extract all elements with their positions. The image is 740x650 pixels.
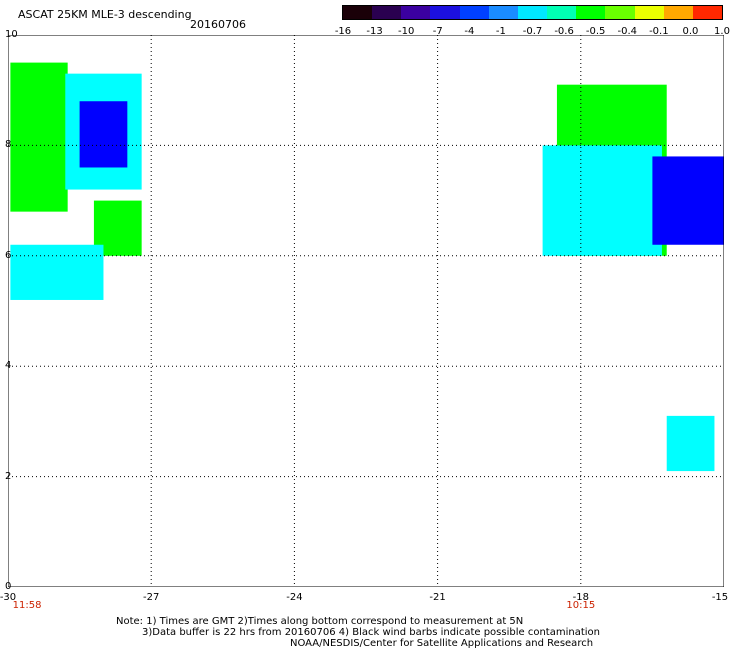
wind-cell-green — [10, 62, 68, 212]
colorbar-segment — [663, 6, 693, 19]
longitude-tick-label: -15 — [711, 592, 729, 603]
colorbar-label: -0.7 — [522, 26, 543, 37]
map-plot-area — [8, 35, 724, 587]
time-label: 10:15 — [566, 600, 596, 611]
longitude-tick-label: -27 — [143, 592, 160, 603]
latitude-tick-label: 8 — [5, 139, 12, 151]
colorbar-segment — [576, 6, 606, 19]
time-label: 11:58 — [12, 600, 42, 611]
colorbar-label: -1 — [495, 26, 506, 37]
latitude-tick-label: 4 — [5, 360, 12, 372]
wind-cell-blue — [79, 101, 128, 168]
wind-cell-blue — [652, 156, 724, 245]
product-title: ASCAT 25KM MLE-3 descending — [18, 8, 192, 21]
note-line-3: NOAA/NESDIS/Center for Satellite Applica… — [290, 638, 594, 649]
longitude-tick-label: -18 — [572, 592, 589, 603]
colorbar-segment — [547, 6, 577, 19]
longitude-tick-label: -21 — [429, 592, 446, 603]
wind-data-regions — [10, 62, 724, 472]
colorbar-label: -13 — [366, 26, 383, 37]
note-line-1: Note: 1) Times are GMT 2)Times along bot… — [116, 616, 524, 627]
grid-lines — [8, 35, 724, 587]
product-date: 20160706 — [190, 18, 246, 31]
colorbar-segment — [692, 6, 723, 19]
colorbar-segment — [401, 6, 431, 19]
colorbar-label: -16 — [334, 26, 352, 37]
latitude-tick-label: 0 — [5, 581, 12, 592]
colorbar — [342, 5, 723, 20]
note-line-2: 3)Data buffer is 22 hrs from 20160706 4)… — [142, 627, 600, 638]
wind-cell-cyan — [666, 415, 715, 472]
colorbar-label: -0.1 — [649, 26, 669, 37]
colorbar-segment — [488, 6, 518, 19]
wind-cell-cyan — [542, 145, 662, 256]
colorbar-label: -10 — [397, 26, 415, 37]
longitude-tick-label: -30 — [0, 592, 17, 603]
colorbar-segment — [605, 6, 635, 19]
colorbar-label: 0.0 — [682, 26, 699, 37]
wind-cell-cyan — [10, 244, 104, 300]
colorbar-segment — [372, 6, 402, 19]
latitude-tick-label: 2 — [5, 470, 12, 482]
latitude-tick-label: 10 — [5, 29, 18, 40]
colorbar-label: -0.5 — [585, 26, 606, 37]
colorbar-segment — [459, 6, 489, 19]
colorbar-label: 1.0 — [714, 26, 730, 37]
colorbar-label: -0.6 — [554, 26, 574, 37]
longitude-tick-label: -24 — [286, 592, 303, 603]
latitude-tick-label: 6 — [5, 249, 12, 261]
colorbar-segment — [517, 6, 548, 19]
colorbar-segment — [430, 6, 460, 19]
colorbar-label: -0.4 — [617, 26, 638, 37]
colorbar-segment — [343, 6, 373, 19]
colorbar-label: -4 — [464, 26, 475, 37]
colorbar-segment — [634, 6, 664, 19]
colorbar-label: -7 — [432, 26, 443, 37]
